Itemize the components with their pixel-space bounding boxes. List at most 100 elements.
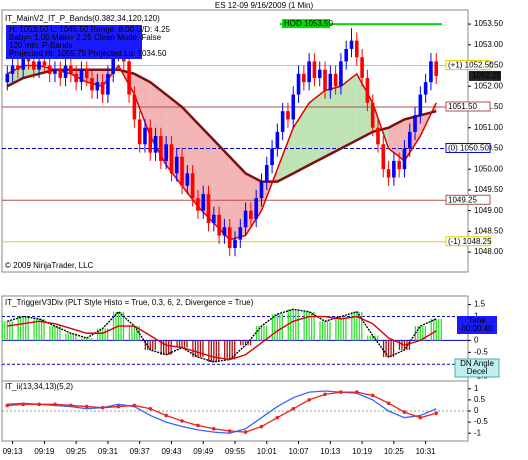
- y-tick-label: 1048.50: [474, 226, 503, 235]
- momentum-dot: [148, 406, 153, 411]
- momentum-dot: [275, 415, 280, 420]
- momentum-dot: [418, 415, 423, 420]
- candle-body: [95, 82, 100, 91]
- info-line: H: 1053.50 L: 1045.50 Range: 8.00 U/D: 4…: [9, 25, 171, 34]
- candle-body: [185, 173, 190, 186]
- y-tick-label: -0.5: [474, 347, 488, 356]
- candle-body: [423, 82, 428, 95]
- candle-body: [296, 73, 301, 95]
- candle-body: [31, 61, 36, 70]
- level-label-box: [445, 142, 491, 153]
- momentum-dot: [84, 404, 89, 409]
- candle-body: [74, 73, 78, 83]
- momentum-dot: [402, 410, 407, 414]
- candle-body: [37, 61, 41, 70]
- candle-body: [402, 148, 407, 170]
- candle-body: [238, 227, 243, 240]
- candle-body: [275, 131, 280, 149]
- momentum-dot: [227, 429, 232, 433]
- momentum-dot: [339, 390, 343, 394]
- y-tick-label: -0.5: [474, 417, 488, 426]
- x-tick-label: 09:49: [193, 447, 214, 456]
- momentum-dot: [100, 405, 105, 410]
- candle-body: [259, 181, 264, 199]
- candle-body: [169, 144, 174, 174]
- candle-body: [264, 165, 269, 182]
- candle-body: [106, 73, 110, 95]
- momentum-dot: [354, 390, 359, 394]
- level-label-box: [445, 194, 491, 205]
- band-cloud: [325, 86, 341, 157]
- candle-body: [10, 65, 15, 74]
- candle-body: [243, 210, 248, 228]
- momentum-dot: [386, 401, 391, 406]
- level-label: 1049.25: [448, 195, 477, 204]
- momentum-dot: [180, 419, 184, 423]
- candle-body: [418, 94, 423, 116]
- momentum-dot: [259, 424, 264, 429]
- y-tick-label: 1.5: [474, 300, 486, 309]
- candle-body: [434, 61, 439, 76]
- candle-body: [270, 148, 274, 166]
- candle-body: [132, 94, 137, 120]
- candle-body: [344, 48, 349, 62]
- momentum-dot: [132, 403, 137, 408]
- y-tick-label: 1053.50: [474, 19, 503, 28]
- y-tick-label: 0: [474, 406, 479, 415]
- level-label: (-1) 1048.25: [448, 237, 492, 246]
- x-tick-label: 10:01: [257, 447, 278, 456]
- candle-body: [376, 127, 380, 145]
- momentum-dot: [291, 406, 296, 411]
- candle-body: [79, 69, 84, 83]
- chart-title: ES 12-09 9/16/2009 (1 Min): [215, 1, 314, 10]
- status-box: [454, 358, 500, 378]
- status-box-text: Decel: [467, 367, 488, 376]
- candle-body: [349, 40, 354, 49]
- momentum-dot: [323, 392, 327, 397]
- x-tick-label: 10:07: [289, 447, 310, 456]
- band-cloud: [134, 73, 151, 137]
- candle-body: [291, 94, 296, 120]
- candle-body: [42, 61, 47, 66]
- candle-body: [180, 156, 184, 186]
- x-tick-label: 10:13: [320, 447, 341, 456]
- info-line: 120 min. P-Bands: [9, 41, 73, 50]
- candle-body: [429, 61, 433, 83]
- y-tick-label: 1052.00: [474, 81, 503, 90]
- candle-body: [100, 82, 105, 95]
- candle-body: [16, 65, 20, 70]
- band-cloud: [340, 73, 357, 149]
- band-cloud: [245, 173, 262, 236]
- trigger-line: [7, 308, 437, 363]
- level-label: 1051.50: [448, 102, 477, 111]
- candle-body: [280, 111, 285, 132]
- momentum-dot: [69, 403, 73, 408]
- candle-body: [222, 227, 227, 236]
- candle-body: [53, 69, 57, 74]
- candle-body: [339, 61, 343, 87]
- candle-body: [58, 69, 63, 78]
- momentum-line: [7, 391, 437, 433]
- momentum-dot: [370, 393, 375, 398]
- candle-body: [328, 73, 333, 91]
- momentum-dot: [243, 430, 248, 434]
- momentum-dot: [116, 404, 121, 409]
- band-cloud: [277, 127, 294, 182]
- copyright: © 2009 NinjaTrader, LLC: [5, 261, 94, 270]
- y-tick-label: 0.5: [474, 395, 486, 404]
- x-tick-label: 10:31: [416, 447, 437, 456]
- candle-body: [307, 61, 311, 83]
- momentum-dot: [37, 402, 41, 407]
- momentum-line: [7, 390, 437, 434]
- time-box: [457, 316, 497, 334]
- x-tick-label: 09:19: [34, 447, 55, 456]
- level-label-box: [445, 60, 491, 71]
- x-tick-label: 10:19: [352, 447, 373, 456]
- y-tick-label: 1: [474, 384, 479, 393]
- candle-body: [212, 214, 216, 224]
- candle-body: [143, 127, 147, 145]
- level-label-box: [282, 19, 330, 29]
- candle-body: [190, 173, 195, 199]
- momentum-dot: [196, 423, 200, 428]
